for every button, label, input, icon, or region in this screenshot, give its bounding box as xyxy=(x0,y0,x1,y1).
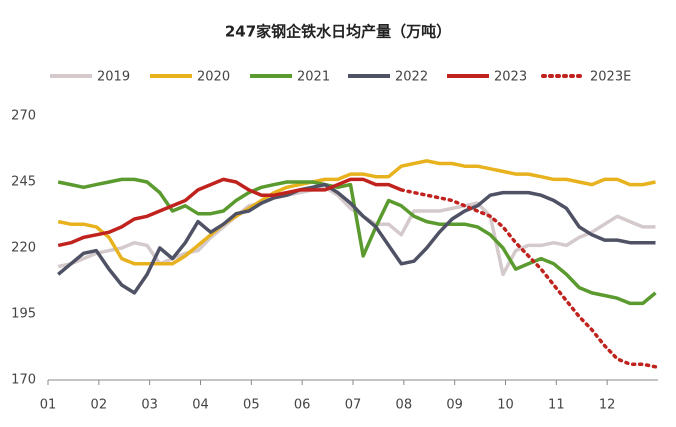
x-tick-label: 11 xyxy=(548,398,565,413)
x-tick-label: 02 xyxy=(91,398,108,413)
series-line xyxy=(57,185,656,277)
chart-title: 247家钢企铁水日均产量（万吨） xyxy=(225,23,451,41)
y-tick-label: 170 xyxy=(11,373,36,388)
series-line xyxy=(399,188,658,369)
legend-label: 2023 xyxy=(494,70,527,85)
series-line xyxy=(57,182,656,295)
series-line xyxy=(57,159,656,266)
y-tick-label: 220 xyxy=(11,241,36,256)
x-tick-label: 03 xyxy=(141,398,158,413)
y-tick-label: 245 xyxy=(11,175,36,190)
x-tick-label: 10 xyxy=(497,398,514,413)
x-tick-label: 04 xyxy=(192,398,209,413)
series-line xyxy=(57,177,657,306)
x-tick-label: 05 xyxy=(243,398,260,413)
legend-label: 2023E xyxy=(590,70,631,85)
legend-label: 2019 xyxy=(97,70,130,85)
x-tick-label: 12 xyxy=(599,398,616,413)
series-line xyxy=(57,177,402,248)
x-tick-label: 06 xyxy=(294,398,311,413)
legend-label: 2021 xyxy=(297,70,330,85)
x-tick-label: 09 xyxy=(446,398,463,413)
y-tick-label: 195 xyxy=(11,307,36,322)
y-tick-label: 270 xyxy=(11,109,36,124)
x-tick-label: 07 xyxy=(345,398,362,413)
legend-label: 2020 xyxy=(197,70,230,85)
legend-label: 2022 xyxy=(395,70,428,85)
x-tick-label: 01 xyxy=(40,398,57,413)
x-tick-label: 08 xyxy=(396,398,413,413)
